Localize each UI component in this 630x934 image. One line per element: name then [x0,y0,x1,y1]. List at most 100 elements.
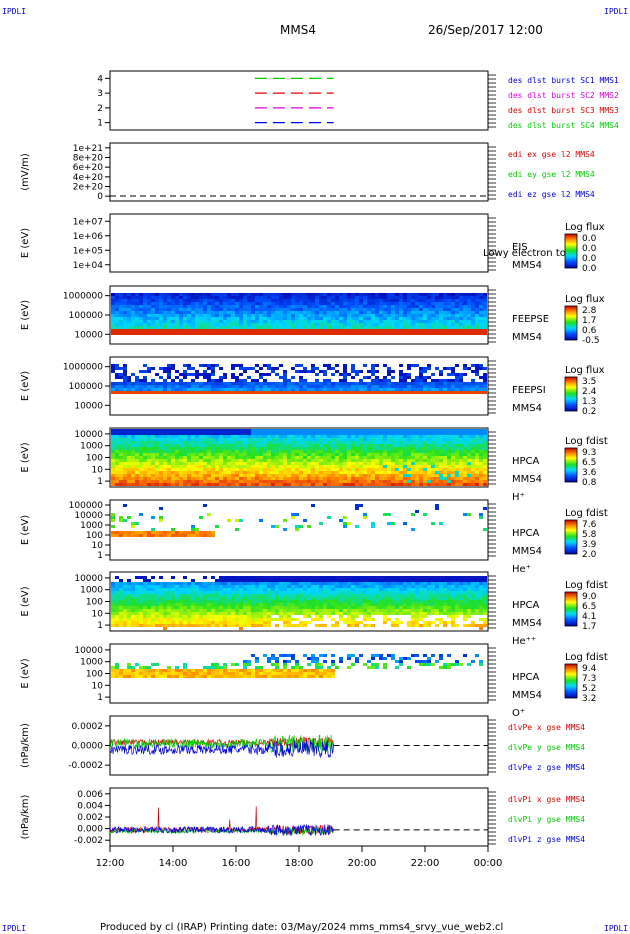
spectrogram-cell [283,299,287,302]
spectrogram-cell [267,435,271,438]
spectrogram-cell [307,594,311,597]
spectrogram-cell [135,465,139,468]
spectrogram-cell [299,376,303,379]
spectrogram-cell [303,483,307,486]
spectrogram-cell [151,624,155,627]
spectrogram-cell [383,388,387,391]
spectrogram-cell [303,480,307,483]
spectrogram-cell [115,373,119,376]
spectrogram-cell [147,618,151,621]
spectrogram-cell [227,317,231,320]
spectrogram-cell [143,624,147,627]
spectrogram-cell [139,621,143,624]
spectrogram-cell [135,612,139,615]
spectrogram-cell [323,429,327,432]
spectrogram-cell [423,329,427,332]
spectrogram-cell [223,311,227,314]
spectrogram-cell [231,594,235,597]
spectrogram-cell [287,462,291,465]
spectrogram-cell [411,462,415,465]
spectrogram-cell [175,477,179,480]
spectrogram-cell [403,326,407,329]
spectrogram-cell [263,379,267,382]
spectrogram-cell [327,296,331,299]
spectrogram-cell [195,320,199,323]
spectrogram-cell [447,474,451,477]
spectrogram-cell [259,311,263,314]
spectrogram-cell [227,594,231,597]
spectrogram-cell [131,453,135,456]
spectrogram-cell [367,370,371,373]
spectrogram-cell [359,438,363,441]
spectrogram-cell [435,453,439,456]
spectrogram-cell [159,447,163,450]
spectrogram-cell [423,314,427,317]
spectrogram-cell [311,597,315,600]
spectrogram-cell [207,329,211,332]
spectrogram-cell [159,534,163,537]
spectrogram-cell [203,311,207,314]
spectrogram-cell [307,582,311,585]
spectrogram-cell [163,477,167,480]
spectrogram-cell [299,591,303,594]
spectrogram-cell [331,477,335,480]
spectrogram-cell [379,382,383,385]
spectrogram-cell [471,305,475,308]
spectrogram-cell [119,376,123,379]
spectrogram-cell [151,594,155,597]
spectrogram-cell [415,465,419,468]
spectrogram-cell [275,293,279,296]
spectrogram-cell [343,388,347,391]
spectrogram-cell [383,429,387,432]
spectrogram-cell [151,429,155,432]
spectrogram-cell [227,471,231,474]
spectrogram-cell [199,296,203,299]
spectrogram-cell [183,326,187,329]
spectrogram-cell [343,323,347,326]
spectrogram-cell [455,477,459,480]
spectrogram-cell [355,320,359,323]
spectrogram-cell [363,513,367,516]
spectrogram-cell [179,296,183,299]
spectrogram-cell [411,435,415,438]
spectrogram-cell [215,379,219,382]
spectrogram-cell [427,480,431,483]
spectrogram-cell [199,534,203,537]
spectrogram-cell [235,462,239,465]
spectrogram-cell [291,477,295,480]
spectrogram-cell [239,456,243,459]
spectrogram-cell [359,444,363,447]
spectrogram-cell [163,591,167,594]
spectrogram-cell [451,293,455,296]
spectrogram-cell [311,468,315,471]
spectrogram-cell [331,329,335,332]
spectrogram-cell [335,468,339,471]
spectrogram-cell [423,370,427,373]
spectrogram-cell [339,450,343,453]
spectrogram-cell [379,462,383,465]
panel-2-instrument-label-0: EIS [512,242,528,253]
spectrogram-cell [427,308,431,311]
spectrogram-cell [263,296,267,299]
spectrogram-cell [459,459,463,462]
spectrogram-cell [135,534,139,537]
spectrogram-cell [187,323,191,326]
spectrogram-cell [415,438,419,441]
spectrogram-cell [191,299,195,302]
spectrogram-cell [155,438,159,441]
spectrogram-cell [391,382,395,385]
spectrogram-cell [159,624,163,627]
spectrogram-cell [175,456,179,459]
spectrogram-cell [139,597,143,600]
spectrogram-cell [295,456,299,459]
spectrogram-cell [159,531,163,534]
spectrogram-cell [307,323,311,326]
spectrogram-cell [163,456,167,459]
spectrogram-cell [287,329,291,332]
spectrogram-cell [307,388,311,391]
spectrogram-cell [371,462,375,465]
spectrogram-cell [211,438,215,441]
spectrogram-cell [239,373,243,376]
spectrogram-cell [223,453,227,456]
spectrogram-cell [131,477,135,480]
